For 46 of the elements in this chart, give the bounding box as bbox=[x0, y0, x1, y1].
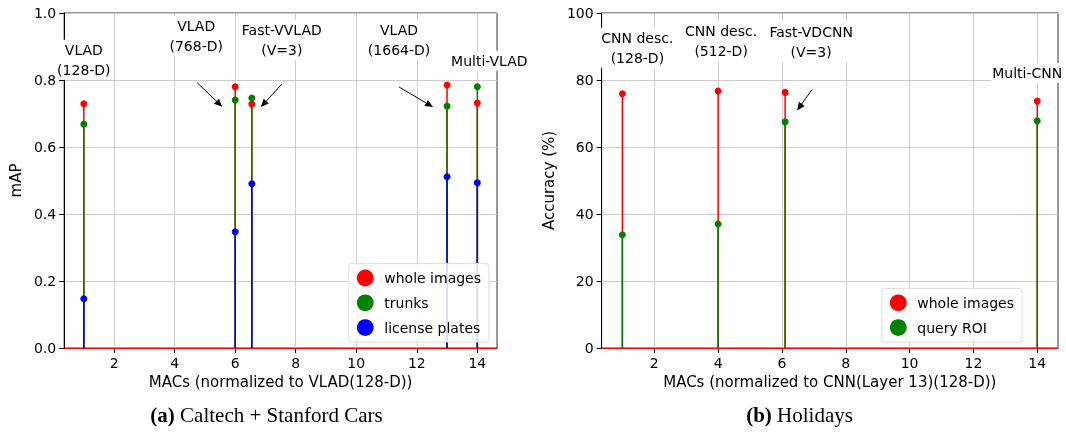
y-tick-label: 0.4 bbox=[33, 206, 57, 222]
y-axis-title: Accuracy (%) bbox=[539, 130, 558, 231]
y-tick-label: 80 bbox=[575, 72, 594, 88]
legend-label: query ROI bbox=[917, 319, 988, 336]
x-tick-label: 10 bbox=[900, 355, 919, 371]
x-tick-label: 14 bbox=[1028, 355, 1047, 371]
annotation: VLAD (1664-D) bbox=[367, 22, 431, 59]
legend-label: whole images bbox=[917, 294, 1015, 311]
y-tick-label: 0.8 bbox=[33, 72, 57, 88]
y-tick-label: 0.0 bbox=[33, 340, 57, 356]
x-tick-label: 4 bbox=[170, 355, 180, 371]
text: (b) Holidays bbox=[746, 402, 853, 427]
annotation: CNN desc. (512-D) bbox=[685, 23, 758, 60]
y-tick-label: 60 bbox=[575, 139, 594, 155]
annotation: CNN desc. (128-D) bbox=[601, 29, 674, 66]
x-tick-label: 12 bbox=[964, 355, 983, 371]
annotation: Multi-VLAD bbox=[451, 52, 528, 69]
y-tick-label: 40 bbox=[575, 206, 594, 222]
x-tick-label: 8 bbox=[291, 355, 301, 371]
annotation: Fast-VVLAD (V=3) bbox=[241, 22, 322, 59]
x-tick-label: 6 bbox=[230, 355, 240, 371]
text: (a) Caltech + Stanford Cars bbox=[150, 402, 383, 427]
annotation: VLAD (128-D) bbox=[57, 41, 111, 78]
y-tick-label: 0.6 bbox=[33, 139, 57, 155]
x-tick-label: 14 bbox=[468, 355, 487, 371]
y-tick-label: 1.0 bbox=[33, 5, 57, 21]
y-tick-label: 0.2 bbox=[33, 273, 57, 289]
annotation: VLAD (768-D) bbox=[169, 17, 223, 54]
x-axis-title: MACs (normalized to VLAD(128-D)) bbox=[148, 373, 413, 392]
y-axis-title: mAP bbox=[6, 163, 25, 198]
x-tick-label: 12 bbox=[407, 355, 426, 371]
legend-label: license plates bbox=[384, 319, 481, 336]
y-tick-label: 0 bbox=[584, 340, 594, 356]
annotation: Fast-VDCNN (V=3) bbox=[769, 24, 853, 61]
x-tick-label: 10 bbox=[347, 355, 366, 371]
legend-label: whole images bbox=[384, 270, 482, 286]
x-axis-title: MACs (normalized to CNN(Layer 13)(128-D)) bbox=[663, 373, 997, 392]
annotation: Multi-CNN bbox=[992, 65, 1063, 82]
x-tick-label: 2 bbox=[109, 355, 119, 371]
x-tick-label: 2 bbox=[649, 355, 659, 371]
legend-label: trunks bbox=[384, 294, 429, 311]
x-tick-label: 8 bbox=[841, 355, 851, 371]
y-tick-label: 100 bbox=[566, 5, 594, 21]
x-tick-label: 6 bbox=[777, 355, 787, 371]
x-tick-label: 4 bbox=[713, 355, 723, 371]
y-tick-label: 20 bbox=[575, 273, 594, 289]
